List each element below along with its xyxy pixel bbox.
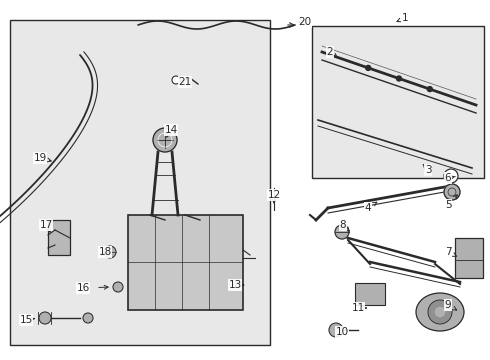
Bar [355,283,385,305]
Circle shape [444,184,460,200]
Circle shape [428,300,452,324]
Bar [128,215,243,310]
Text: 14: 14 [164,125,178,135]
Text: 20: 20 [298,17,312,27]
Circle shape [172,76,180,84]
Circle shape [39,312,51,324]
Circle shape [366,66,371,71]
Text: 13: 13 [228,280,242,290]
Text: 19: 19 [33,153,47,163]
Circle shape [329,323,343,337]
Circle shape [335,225,349,239]
Text: 7: 7 [445,247,451,257]
Circle shape [153,128,177,152]
Text: 2: 2 [327,47,333,57]
Text: 21: 21 [178,77,192,87]
Text: 5: 5 [445,200,451,210]
Text: 6: 6 [445,173,451,183]
Text: 12: 12 [268,190,281,200]
Bar [10,20,270,345]
Text: 9: 9 [445,300,451,310]
Text: 4: 4 [365,203,371,213]
Text: 8: 8 [340,220,346,230]
Bar [312,26,484,178]
Bar [455,238,483,278]
Text: 1: 1 [402,13,408,23]
Text: 18: 18 [98,247,112,257]
Circle shape [396,76,401,81]
Text: 15: 15 [20,315,33,325]
Circle shape [83,313,93,323]
Circle shape [435,307,445,317]
Bar [48,220,70,255]
Text: 10: 10 [336,327,348,337]
Text: 3: 3 [425,165,431,175]
Circle shape [444,169,458,183]
Ellipse shape [416,293,464,331]
Circle shape [113,282,123,292]
Circle shape [427,87,432,91]
Text: 16: 16 [76,283,90,293]
Circle shape [104,246,116,258]
Text: 17: 17 [39,220,52,230]
Text: 11: 11 [351,303,365,313]
